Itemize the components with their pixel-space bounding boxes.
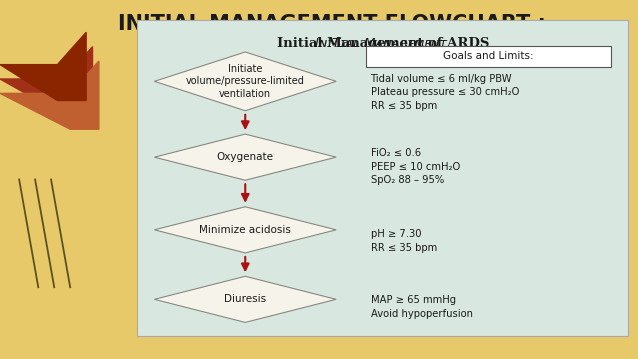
- Text: Goals and Limits:: Goals and Limits:: [443, 51, 534, 61]
- Text: MAP ≥ 65 mmHg
Avoid hypoperfusion: MAP ≥ 65 mmHg Avoid hypoperfusion: [371, 295, 473, 319]
- Text: Minimize acidosis: Minimize acidosis: [199, 225, 291, 235]
- FancyBboxPatch shape: [137, 20, 628, 336]
- Text: Initial Management of ARDS: Initial Management of ARDS: [277, 37, 489, 50]
- Polygon shape: [154, 52, 336, 111]
- Text: IɴɪTɪᴀʟ Mᴀɴᴀɢᴇᴍᴇɴᴛ: IɴɪTɪᴀʟ Mᴀɴᴀɢᴇᴍᴇɴᴛ: [315, 37, 451, 50]
- Text: FiO₂ ≤ 0.6
PEEP ≤ 10 cmH₂O
SpO₂ 88 – 95%: FiO₂ ≤ 0.6 PEEP ≤ 10 cmH₂O SpO₂ 88 – 95%: [371, 148, 460, 185]
- Polygon shape: [0, 61, 99, 129]
- FancyBboxPatch shape: [366, 46, 611, 67]
- Text: INITIAL MANAGEMENT FLOWCHART :: INITIAL MANAGEMENT FLOWCHART :: [118, 14, 546, 34]
- Polygon shape: [0, 47, 93, 115]
- Polygon shape: [154, 276, 336, 322]
- Text: Oxygenate: Oxygenate: [217, 152, 274, 162]
- Text: Tidal volume ≤ 6 ml/kg PBW
Plateau pressure ≤ 30 cmH₂O
RR ≤ 35 bpm: Tidal volume ≤ 6 ml/kg PBW Plateau press…: [371, 74, 519, 111]
- Text: Diuresis: Diuresis: [224, 294, 266, 304]
- Polygon shape: [154, 134, 336, 180]
- Polygon shape: [0, 32, 86, 101]
- Text: Initiate
volume/pressure-limited
ventilation: Initiate volume/pressure-limited ventila…: [186, 64, 305, 99]
- Polygon shape: [154, 207, 336, 253]
- Text: pH ≥ 7.30
RR ≤ 35 bpm: pH ≥ 7.30 RR ≤ 35 bpm: [371, 229, 437, 253]
